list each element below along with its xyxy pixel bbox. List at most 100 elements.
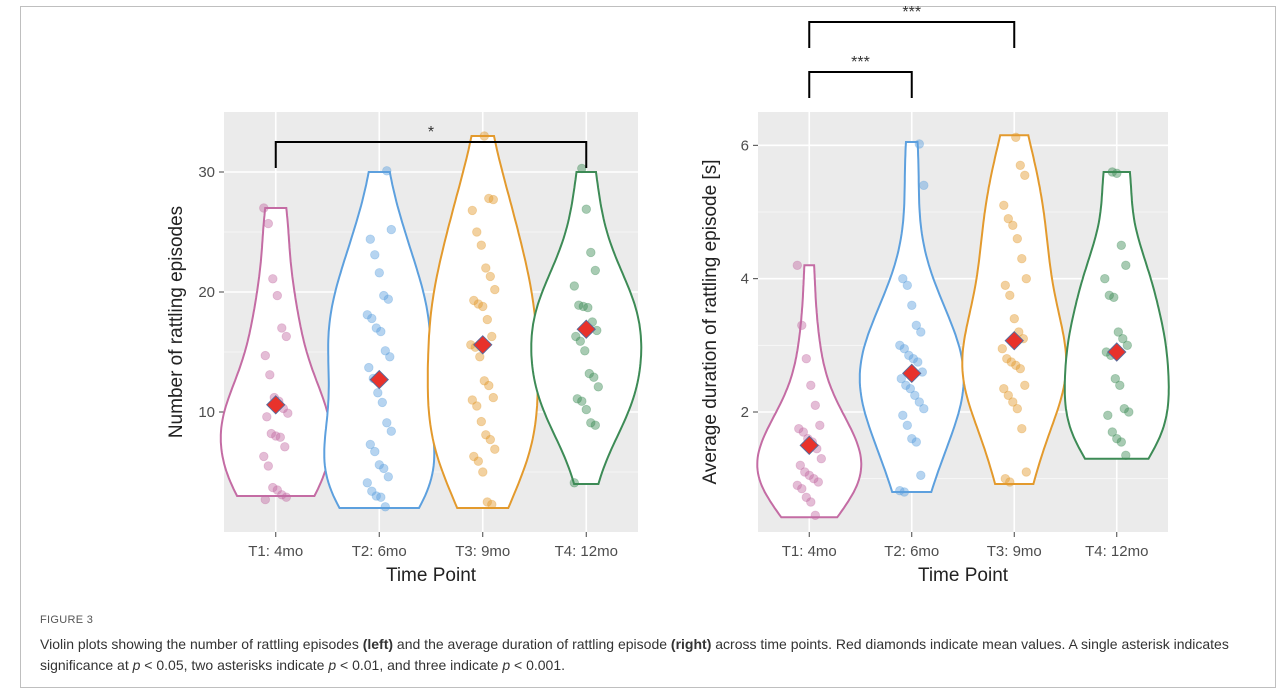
y-axis-title: Number of rattling episodes bbox=[166, 206, 187, 438]
figure-caption: Violin plots showing the number of rattl… bbox=[40, 634, 1240, 676]
data-point bbox=[280, 442, 290, 452]
data-point bbox=[490, 444, 500, 454]
data-point bbox=[1115, 380, 1125, 391]
data-point bbox=[902, 420, 913, 431]
data-point bbox=[1118, 334, 1128, 344]
mean-marker bbox=[1004, 330, 1024, 351]
mean-marker bbox=[369, 369, 389, 390]
data-point bbox=[472, 227, 482, 237]
data-point bbox=[1012, 233, 1023, 244]
data-point bbox=[377, 397, 388, 408]
data-point bbox=[911, 320, 922, 331]
data-point bbox=[1020, 170, 1030, 181]
violin-4 bbox=[1063, 171, 1170, 460]
significance-label: * bbox=[428, 124, 434, 141]
data-point bbox=[386, 426, 397, 436]
data-point bbox=[913, 357, 923, 367]
data-point bbox=[1109, 292, 1119, 303]
data-point bbox=[813, 477, 824, 487]
data-point bbox=[380, 346, 391, 356]
data-point bbox=[481, 263, 491, 273]
data-point bbox=[1003, 213, 1014, 224]
data-point bbox=[1113, 327, 1124, 337]
mean-marker bbox=[799, 435, 819, 456]
data-point bbox=[259, 203, 269, 213]
data-point bbox=[383, 472, 394, 482]
data-point bbox=[593, 382, 604, 392]
caption-part: < 0.001. bbox=[510, 657, 566, 673]
data-point bbox=[475, 352, 485, 362]
data-point bbox=[485, 434, 496, 445]
data-point bbox=[1011, 360, 1021, 371]
data-point bbox=[1017, 254, 1027, 264]
significance-label: *** bbox=[902, 4, 921, 21]
data-point bbox=[1110, 374, 1121, 384]
data-point bbox=[1116, 437, 1127, 447]
data-point bbox=[583, 302, 593, 313]
data-point bbox=[365, 439, 376, 450]
data-point bbox=[272, 290, 283, 301]
data-point bbox=[1017, 424, 1027, 434]
x-axis-title: Time Point bbox=[386, 565, 477, 586]
caption-p-value: p bbox=[132, 657, 141, 673]
data-point bbox=[379, 290, 389, 301]
caption-part: < 0.05, two asterisks indicate bbox=[140, 657, 329, 673]
data-point bbox=[272, 485, 283, 495]
caption-p-value: p bbox=[328, 657, 337, 673]
data-point bbox=[919, 180, 929, 191]
data-point bbox=[1012, 404, 1023, 414]
data-point bbox=[1008, 220, 1018, 231]
data-point bbox=[895, 340, 905, 351]
data-point bbox=[481, 430, 491, 440]
data-point bbox=[571, 331, 581, 342]
data-point bbox=[281, 331, 292, 342]
data-point bbox=[467, 205, 478, 216]
data-point bbox=[794, 424, 804, 434]
data-point bbox=[1112, 434, 1122, 444]
data-point bbox=[908, 354, 919, 364]
data-point bbox=[569, 281, 580, 291]
data-point bbox=[485, 271, 496, 282]
y-tick-label: 2 bbox=[741, 404, 749, 421]
figure-label: FIGURE 3 bbox=[40, 614, 94, 626]
data-point bbox=[907, 300, 917, 311]
data-point bbox=[383, 294, 394, 304]
data-point bbox=[266, 428, 277, 439]
violin-1 bbox=[756, 264, 863, 519]
data-point bbox=[916, 327, 926, 337]
data-point bbox=[374, 460, 385, 470]
data-point bbox=[476, 240, 487, 250]
data-point bbox=[914, 139, 925, 149]
data-point bbox=[482, 497, 493, 507]
data-point bbox=[271, 431, 281, 441]
data-point bbox=[1000, 474, 1011, 484]
data-point bbox=[268, 274, 278, 284]
data-point bbox=[469, 451, 479, 462]
data-point bbox=[263, 461, 274, 471]
data-point bbox=[792, 260, 803, 271]
data-point bbox=[478, 301, 488, 312]
data-point bbox=[896, 374, 907, 384]
significance-bracket bbox=[808, 21, 1016, 48]
data-point bbox=[487, 499, 497, 510]
data-point bbox=[810, 400, 821, 411]
data-point bbox=[364, 362, 374, 373]
data-point bbox=[580, 346, 590, 356]
data-point bbox=[386, 224, 397, 235]
mean-marker bbox=[1107, 342, 1127, 362]
data-point bbox=[800, 467, 810, 477]
caption-right: (right) bbox=[670, 636, 712, 652]
data-point bbox=[801, 492, 812, 503]
data-point bbox=[476, 416, 487, 427]
data-point bbox=[385, 352, 395, 362]
data-point bbox=[910, 390, 920, 401]
data-point bbox=[792, 480, 803, 491]
data-point bbox=[804, 470, 815, 481]
x-tick-label: T4: 12mo bbox=[1085, 543, 1148, 560]
data-point bbox=[376, 492, 386, 502]
data-point bbox=[370, 250, 380, 260]
data-point bbox=[1100, 274, 1110, 284]
data-point bbox=[1116, 240, 1127, 251]
data-point bbox=[467, 395, 478, 405]
data-point bbox=[265, 370, 275, 380]
